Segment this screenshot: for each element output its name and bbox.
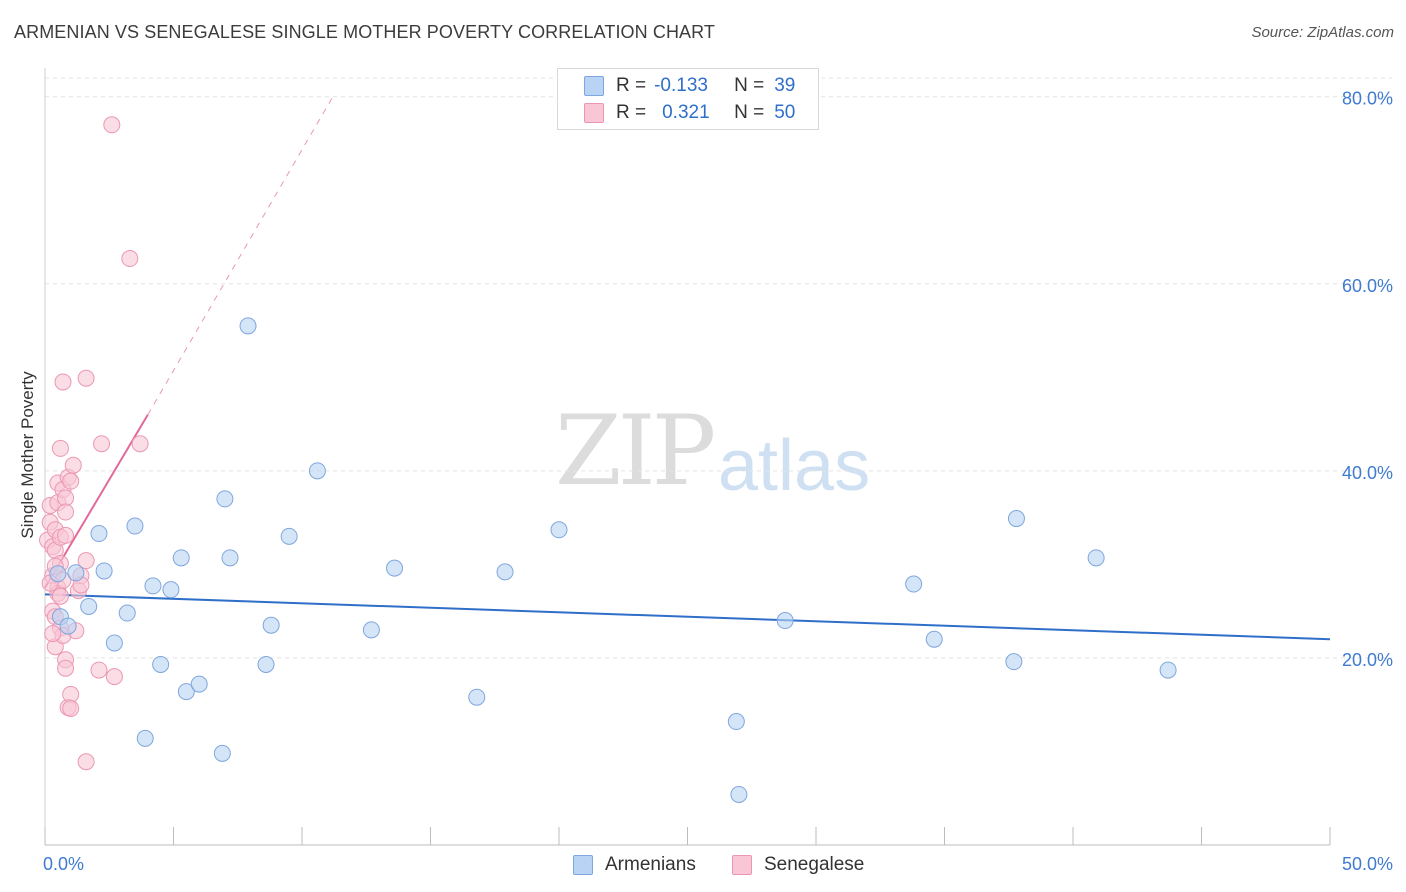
senegalese-swatch bbox=[584, 103, 604, 123]
senegalese-point bbox=[64, 456, 82, 474]
n-label: N = bbox=[734, 75, 765, 96]
armenians-point bbox=[67, 564, 85, 582]
legend-row-senegalese: R = 0.321 N = 50 bbox=[584, 100, 795, 126]
r-label: R = bbox=[616, 75, 647, 96]
armenians-point bbox=[221, 549, 239, 567]
armenians-point bbox=[257, 655, 275, 673]
armenians-point bbox=[1007, 510, 1025, 528]
y-tick-label: 80.0% bbox=[1342, 89, 1393, 109]
armenians-point bbox=[152, 655, 170, 673]
legend-row-armenians: R = -0.133 N = 39 bbox=[584, 73, 795, 99]
armenians-point bbox=[280, 527, 298, 545]
armenians-point bbox=[126, 517, 144, 535]
armenians-point bbox=[90, 525, 108, 543]
legend-item-senegalese[interactable]: Senegalese bbox=[732, 852, 864, 878]
armenians-point bbox=[80, 597, 98, 615]
data-points bbox=[39, 116, 1177, 803]
armenians-point bbox=[136, 729, 154, 747]
armenians-point bbox=[308, 462, 326, 480]
senegalese-point bbox=[54, 373, 72, 391]
senegalese-trend-extension bbox=[147, 96, 334, 415]
n-value: 50 bbox=[774, 102, 796, 123]
senegalese-point bbox=[131, 435, 149, 453]
r-value: -0.133 bbox=[654, 75, 708, 96]
y-tick-labels: 20.0% 40.0% 60.0% 80.0% bbox=[1342, 89, 1393, 670]
watermark-atlas: atlas bbox=[718, 426, 871, 506]
armenians-label: Armenians bbox=[605, 854, 696, 875]
armenians-point bbox=[118, 604, 136, 622]
senegalese-point bbox=[105, 668, 123, 686]
armenians-point bbox=[905, 575, 923, 593]
senegalese-label: Senegalese bbox=[764, 854, 865, 875]
armenians-swatch bbox=[573, 855, 593, 875]
armenians-point bbox=[550, 521, 568, 539]
armenians-point bbox=[776, 612, 794, 630]
armenians-point bbox=[177, 683, 195, 701]
watermark-zip: ZIP bbox=[555, 395, 716, 507]
armenians-point bbox=[49, 565, 67, 583]
armenians-point bbox=[727, 713, 745, 731]
armenians-point bbox=[730, 785, 748, 803]
senegalese-point bbox=[77, 552, 95, 570]
armenians-point bbox=[105, 634, 123, 652]
x-tick-labels: 0.0% 50.0% bbox=[43, 854, 1393, 874]
y-tick-label: 60.0% bbox=[1342, 276, 1393, 296]
y-tick-label: 20.0% bbox=[1342, 650, 1393, 670]
axes bbox=[44, 68, 1331, 846]
armenians-point bbox=[362, 621, 380, 639]
armenians-point bbox=[925, 630, 943, 648]
senegalese-point bbox=[90, 661, 108, 679]
armenians-point bbox=[1005, 653, 1023, 671]
r-label: R = bbox=[616, 102, 647, 123]
armenians-point bbox=[468, 688, 486, 706]
source-label: Source: ZipAtlas.com bbox=[1251, 24, 1394, 41]
senegalese-point bbox=[121, 250, 139, 268]
senegalese-point bbox=[51, 587, 69, 605]
armenians-point bbox=[95, 562, 113, 580]
armenians-point bbox=[1159, 661, 1177, 679]
armenians-point bbox=[239, 317, 257, 335]
y-tick-label: 40.0% bbox=[1342, 463, 1393, 483]
armenians-point bbox=[172, 549, 190, 567]
chart-title: ARMENIAN VS SENEGALESE SINGLE MOTHER POV… bbox=[14, 22, 716, 42]
correlation-legend: R = -0.133 N = 39 R = 0.321 N = 50 bbox=[557, 68, 819, 130]
n-value: 39 bbox=[774, 75, 796, 96]
armenians-point bbox=[386, 559, 404, 577]
senegalese-point bbox=[57, 526, 75, 544]
armenians-trend-line bbox=[44, 593, 1331, 641]
armenians-point bbox=[213, 744, 231, 762]
armenians-point bbox=[1087, 549, 1105, 567]
x-tick-label: 0.0% bbox=[43, 854, 84, 874]
r-value: 0.321 bbox=[662, 102, 710, 123]
senegalese-point bbox=[44, 625, 62, 643]
senegalese-point bbox=[77, 369, 95, 387]
armenians-point bbox=[59, 617, 77, 635]
senegalese-point bbox=[51, 439, 69, 457]
grid-lines bbox=[45, 77, 1392, 659]
senegalese-point bbox=[77, 753, 95, 771]
armenians-point bbox=[190, 675, 208, 693]
legend-item-armenians[interactable]: Armenians bbox=[573, 852, 696, 878]
senegalese-swatch bbox=[732, 855, 752, 875]
senegalese-point bbox=[103, 116, 121, 134]
n-label: N = bbox=[734, 102, 765, 123]
senegalese-point bbox=[57, 503, 75, 521]
armenians-point bbox=[216, 490, 234, 508]
x-tick-label: 50.0% bbox=[1342, 854, 1393, 874]
y-axis-label: Single Mother Poverty bbox=[18, 371, 37, 539]
armenians-swatch bbox=[584, 76, 604, 96]
senegalese-point bbox=[57, 659, 75, 677]
armenians-point bbox=[262, 616, 280, 634]
senegalese-point bbox=[62, 699, 80, 717]
senegalese-point bbox=[93, 435, 111, 453]
armenians-point bbox=[496, 563, 514, 581]
armenians-point bbox=[162, 581, 180, 599]
armenians-point bbox=[144, 577, 162, 595]
senegalese-point bbox=[62, 472, 80, 490]
